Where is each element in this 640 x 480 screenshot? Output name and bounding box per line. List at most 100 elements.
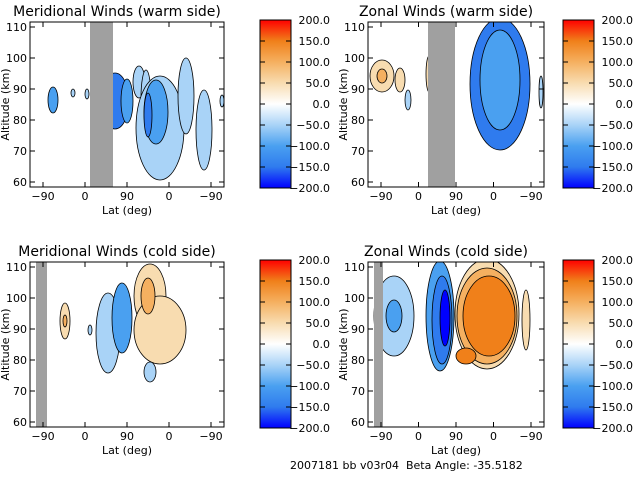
colorbar-tick-label: 150.0 — [299, 275, 331, 288]
x-tick-label: 90 — [449, 430, 463, 443]
y-tick-label: 90 — [351, 323, 365, 336]
y-tick-label: 100 — [344, 292, 365, 305]
contour-region — [87, 324, 93, 336]
y-tick-label: 90 — [351, 83, 365, 96]
colorbar — [259, 259, 292, 429]
x-axis-label: Lat (deg) — [102, 204, 152, 217]
colorbar-tick-label: −50.0 — [599, 119, 633, 132]
y-tick-label: 90 — [13, 83, 27, 96]
x-axis-label: Lat (deg) — [431, 444, 481, 457]
colorbar-tick-label: 0.0 — [616, 98, 634, 111]
y-tick-label: 110 — [344, 21, 365, 34]
colorbar-tick-label: 0.0 — [313, 98, 331, 111]
colorbar-tick-label: −200.0 — [289, 422, 330, 435]
x-tick-label: 0 — [166, 190, 173, 203]
colorbar-tick-label: 50.0 — [306, 77, 331, 90]
x-tick-label: −90 — [519, 190, 542, 203]
y-tick-label: 100 — [344, 52, 365, 65]
y-tick-label: 70 — [351, 145, 365, 158]
no-data-band — [238, 262, 252, 427]
y-tick-label: 80 — [13, 114, 27, 127]
y-axis-label: Altitude (km) — [0, 68, 12, 140]
colorbar — [562, 19, 595, 189]
chart-title: Zonal Winds (warm side) — [359, 4, 533, 20]
contour-region — [462, 275, 516, 357]
y-tick-label: 110 — [6, 21, 27, 34]
y-tick-label: 70 — [13, 385, 27, 398]
x-tick-label: 0 — [415, 190, 422, 203]
colorbar-tick-label: −200.0 — [289, 182, 330, 195]
colorbar-tick-label: −150.0 — [592, 161, 633, 174]
colorbar-tick-label: 100.0 — [299, 296, 331, 309]
colorbar-tick-label: −150.0 — [592, 401, 633, 414]
chart-title: Meridional Winds (cold side) — [18, 244, 216, 260]
colorbar-tick-label: 150.0 — [602, 275, 634, 288]
contour-region — [385, 299, 403, 333]
contour-region — [455, 347, 477, 365]
no-data-band — [374, 262, 383, 427]
colorbar-tick-label: −50.0 — [599, 359, 633, 372]
x-tick-label: 0 — [415, 430, 422, 443]
colorbar-tick-label: 50.0 — [609, 317, 634, 330]
contour-region — [133, 295, 187, 365]
contour-region — [219, 94, 224, 108]
y-tick-label: 70 — [13, 145, 27, 158]
y-tick-label: 110 — [344, 261, 365, 274]
x-tick-label: −90 — [369, 190, 392, 203]
y-tick-label: 80 — [13, 354, 27, 367]
plot-contents — [373, 262, 531, 427]
contour-region — [538, 75, 544, 109]
x-tick-label: −90 — [519, 430, 542, 443]
contour-region — [479, 29, 521, 131]
contour-region — [195, 89, 213, 171]
y-tick-label: 60 — [351, 176, 365, 189]
colorbar-tick-label: −50.0 — [296, 359, 330, 372]
colorbar-tick-label: −150.0 — [289, 401, 330, 414]
plot-contents — [369, 22, 544, 187]
y-tick-label: 70 — [351, 385, 365, 398]
chart-title: Meridional Winds (warm side) — [13, 4, 221, 20]
x-tick-label: −90 — [199, 190, 222, 203]
contour-region — [120, 78, 134, 124]
colorbar-tick-label: 50.0 — [609, 77, 634, 90]
y-tick-label: 60 — [13, 416, 27, 429]
x-tick-label: −90 — [369, 430, 392, 443]
y-tick-label: 80 — [351, 114, 365, 127]
contour-region — [521, 289, 531, 351]
x-tick-label: 0 — [166, 430, 173, 443]
colorbar-tick-label: −50.0 — [296, 119, 330, 132]
colorbar-tick-label: −150.0 — [289, 161, 330, 174]
no-data-band — [90, 22, 113, 187]
colorbar-tick-label: −200.0 — [592, 182, 633, 195]
colorbar-tick-label: −100.0 — [289, 380, 330, 393]
y-axis-label: Altitude (km) — [337, 308, 350, 380]
contour-region — [111, 282, 133, 354]
colorbar-tick-label: 150.0 — [602, 35, 634, 48]
contour-region — [62, 314, 68, 328]
y-tick-label: 80 — [351, 354, 365, 367]
x-tick-label: 90 — [120, 430, 134, 443]
y-tick-label: 110 — [6, 261, 27, 274]
x-tick-label: 0 — [82, 430, 89, 443]
colorbar-tick-label: 200.0 — [602, 254, 634, 267]
y-tick-label: 90 — [13, 323, 27, 336]
x-axis-label: Lat (deg) — [431, 204, 481, 217]
colorbar-tick-label: −200.0 — [592, 422, 633, 435]
y-tick-label: 60 — [13, 176, 27, 189]
plot-contents — [47, 22, 224, 187]
contour-region — [140, 277, 156, 315]
contour-region — [143, 361, 157, 383]
colorbar-tick-label: −100.0 — [592, 140, 633, 153]
contour-region — [394, 67, 406, 93]
colorbar-tick-label: 200.0 — [299, 254, 331, 267]
contour-region — [404, 89, 412, 111]
y-tick-label: 100 — [6, 52, 27, 65]
x-tick-label: −90 — [31, 430, 54, 443]
x-tick-label: 90 — [449, 190, 463, 203]
plot-contents — [36, 262, 252, 427]
contour-region — [177, 57, 195, 135]
colorbar-tick-label: 100.0 — [299, 56, 331, 69]
x-tick-label: 0 — [490, 430, 497, 443]
